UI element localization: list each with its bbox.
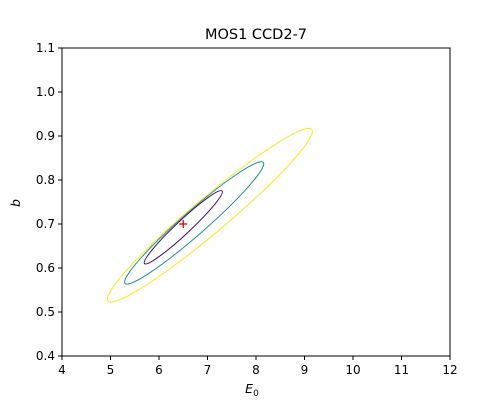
y-tick-label: 0.6 (36, 261, 55, 275)
y-tick-label: 1.1 (36, 41, 55, 55)
x-tick-label: 11 (394, 363, 409, 377)
x-tick-label: 8 (252, 363, 260, 377)
plot-frame (61, 47, 451, 357)
x-axis-label-main: E (245, 381, 253, 396)
x-tick-label: 4 (58, 363, 66, 377)
chart-title: MOS1 CCD2-7 (205, 27, 307, 43)
y-axis-label: b (8, 199, 23, 207)
x-tick-label: 6 (155, 363, 163, 377)
y-tick-label: 0.9 (36, 129, 55, 143)
best-fit-marker (179, 220, 188, 228)
x-tick-label: 5 (107, 363, 115, 377)
contour-inner (143, 190, 223, 265)
x-tick-label: 10 (345, 363, 360, 377)
x-axis-label: E0 (245, 381, 259, 399)
x-axis: 4 5 6 7 8 9 10 11 12 (58, 356, 458, 377)
contour-middle (124, 161, 265, 285)
y-tick-label: 0.7 (36, 217, 55, 231)
y-tick-label: 0.5 (36, 305, 55, 319)
y-axis: 0.4 0.5 0.6 0.7 0.8 0.9 1.0 1.1 (36, 41, 62, 363)
y-tick-label: 0.4 (36, 349, 55, 363)
contour-outer (106, 127, 313, 303)
contour-lines (106, 127, 313, 303)
x-tick-label: 12 (442, 363, 457, 377)
y-tick-label: 1.0 (36, 85, 55, 99)
x-tick-label: 7 (204, 363, 212, 377)
x-tick-label: 9 (301, 363, 309, 377)
x-axis-label-subscript: 0 (253, 389, 259, 399)
y-tick-label: 0.8 (36, 173, 55, 187)
